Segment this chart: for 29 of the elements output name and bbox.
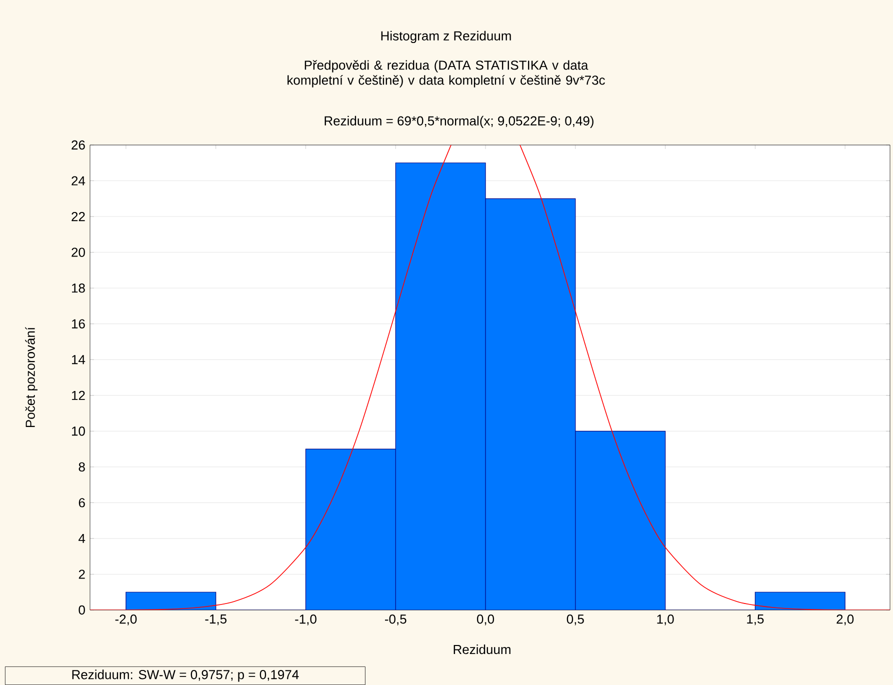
x-tick-label: 1,0 — [657, 614, 674, 626]
y-tick-label: 8 — [78, 462, 85, 472]
y-tick-label: 24 — [72, 176, 86, 186]
x-tick-label: 0,5 — [566, 614, 584, 626]
x-tick-label: 1,5 — [747, 614, 764, 626]
y-tick-label: 20 — [72, 248, 85, 257]
x-tick-label: -2,0 — [115, 614, 137, 626]
text: Reziduum: SW-W = 0,9757; p = 0,1974 — [72, 670, 299, 682]
text: Reziduum = 69*0,5*normal(x; 9,0522E-9; 0,49) — [324, 116, 594, 128]
chart-title: Histogram z Reziduum — [381, 30, 511, 44]
x-tick-label: 2,0 — [836, 614, 854, 626]
y-tick-label: 10 — [72, 426, 85, 436]
y-tick-label: 22 — [72, 212, 85, 222]
x-tick-label: 0,0 — [476, 614, 494, 626]
x-tick-label: -0,5 — [385, 614, 406, 626]
y-tick-label: 2 — [78, 570, 85, 579]
x-tick-label: -1,0 — [295, 614, 316, 626]
y-tick-label: 0 — [78, 605, 85, 615]
x-tick-label: -1,5 — [205, 614, 226, 626]
y-tick-label: 18 — [72, 283, 85, 293]
y-tick-label: 4 — [78, 534, 86, 543]
y-axis-title: Počet pozorování — [25, 326, 38, 428]
chart-subtitle: Předpovědi & rezidua (DATA STATISTIKA v data kompletní v češtině) v data kompletní v češtině 9v*73c — [288, 60, 605, 88]
y-tick-label: 16 — [72, 319, 85, 328]
y-tick-label: 26 — [72, 140, 85, 150]
y-tick-label: 12 — [72, 390, 85, 400]
y-tick-label: 14 — [72, 355, 86, 364]
x-axis-title: Reziduum — [454, 644, 510, 654]
y-tick-label: 6 — [78, 498, 85, 508]
